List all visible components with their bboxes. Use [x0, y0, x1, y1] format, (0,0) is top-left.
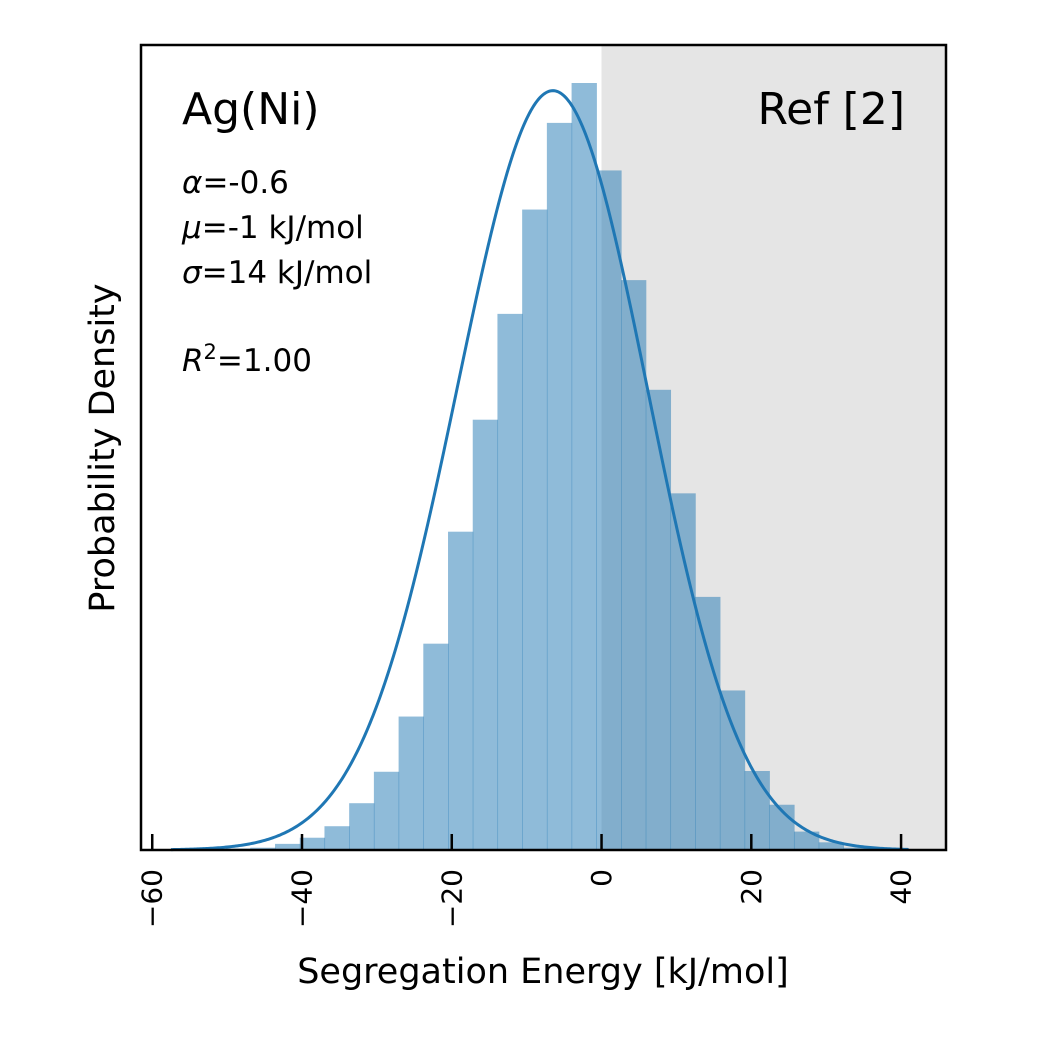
- histogram-bar: [324, 826, 350, 850]
- alpha-value: =-0.6: [202, 165, 288, 201]
- histogram-bar: [621, 280, 647, 850]
- fit-curve: [170, 89, 909, 852]
- reference-label: Ref [2]: [758, 84, 905, 135]
- histogram-bar: [373, 771, 400, 850]
- histogram-bar: [596, 170, 622, 850]
- histogram-bar: [497, 313, 523, 850]
- mu-symbol: μ: [181, 210, 202, 246]
- r2-symbol: R: [182, 343, 204, 379]
- alpha-symbol: α: [182, 165, 202, 201]
- x-axis-label: Segregation Energy [kJ/mol]: [297, 952, 789, 992]
- mu-value: =-1 kJ/mol: [202, 210, 364, 246]
- histogram-bar: [645, 389, 672, 850]
- histogram-bar: [744, 770, 770, 850]
- histogram-bars: [200, 83, 869, 850]
- histogram-bar: [472, 419, 499, 850]
- x-tick-label: −60: [136, 869, 169, 928]
- x-tick-label: 20: [735, 869, 768, 905]
- histogram-bar: [299, 837, 326, 850]
- histogram-bar: [818, 842, 845, 850]
- mu-annotation: μ=-1 kJ/mol: [181, 210, 364, 246]
- x-axis-ticks: −60 −40 −20 0 20 40: [136, 834, 918, 928]
- plot-frame: [139, 43, 948, 852]
- histogram-bar: [349, 803, 375, 850]
- histogram-bar: [275, 843, 301, 850]
- sigma-symbol: σ: [182, 255, 203, 291]
- x-tick-label: −40: [286, 869, 319, 928]
- alpha-annotation: α=-0.6: [182, 165, 289, 201]
- histogram-bar: [423, 643, 449, 850]
- x-tick-label: −20: [435, 869, 468, 928]
- y-axis-label: Probability Density: [83, 283, 123, 612]
- x-tick-label: 40: [885, 869, 918, 905]
- sigma-annotation: σ=14 kJ/mol: [182, 255, 372, 291]
- system-label: Ag(Ni): [182, 84, 320, 135]
- histogram-bar: [670, 493, 696, 850]
- histogram-bar: [571, 83, 597, 850]
- sigma-value: =14 kJ/mol: [202, 255, 373, 291]
- r2-value: =1.00: [217, 343, 312, 379]
- histogram-bar: [448, 531, 474, 850]
- histogram-bar: [522, 209, 548, 850]
- r2-annotation: R2=1.00: [182, 340, 312, 379]
- r2-superscript: 2: [204, 340, 217, 364]
- histogram-bar: [546, 122, 573, 850]
- histogram-bar: [695, 596, 721, 850]
- histogram-bar: [719, 690, 746, 850]
- histogram-bar: [793, 831, 820, 850]
- x-tick-label: 0: [585, 869, 618, 887]
- histogram-bar: [398, 716, 424, 850]
